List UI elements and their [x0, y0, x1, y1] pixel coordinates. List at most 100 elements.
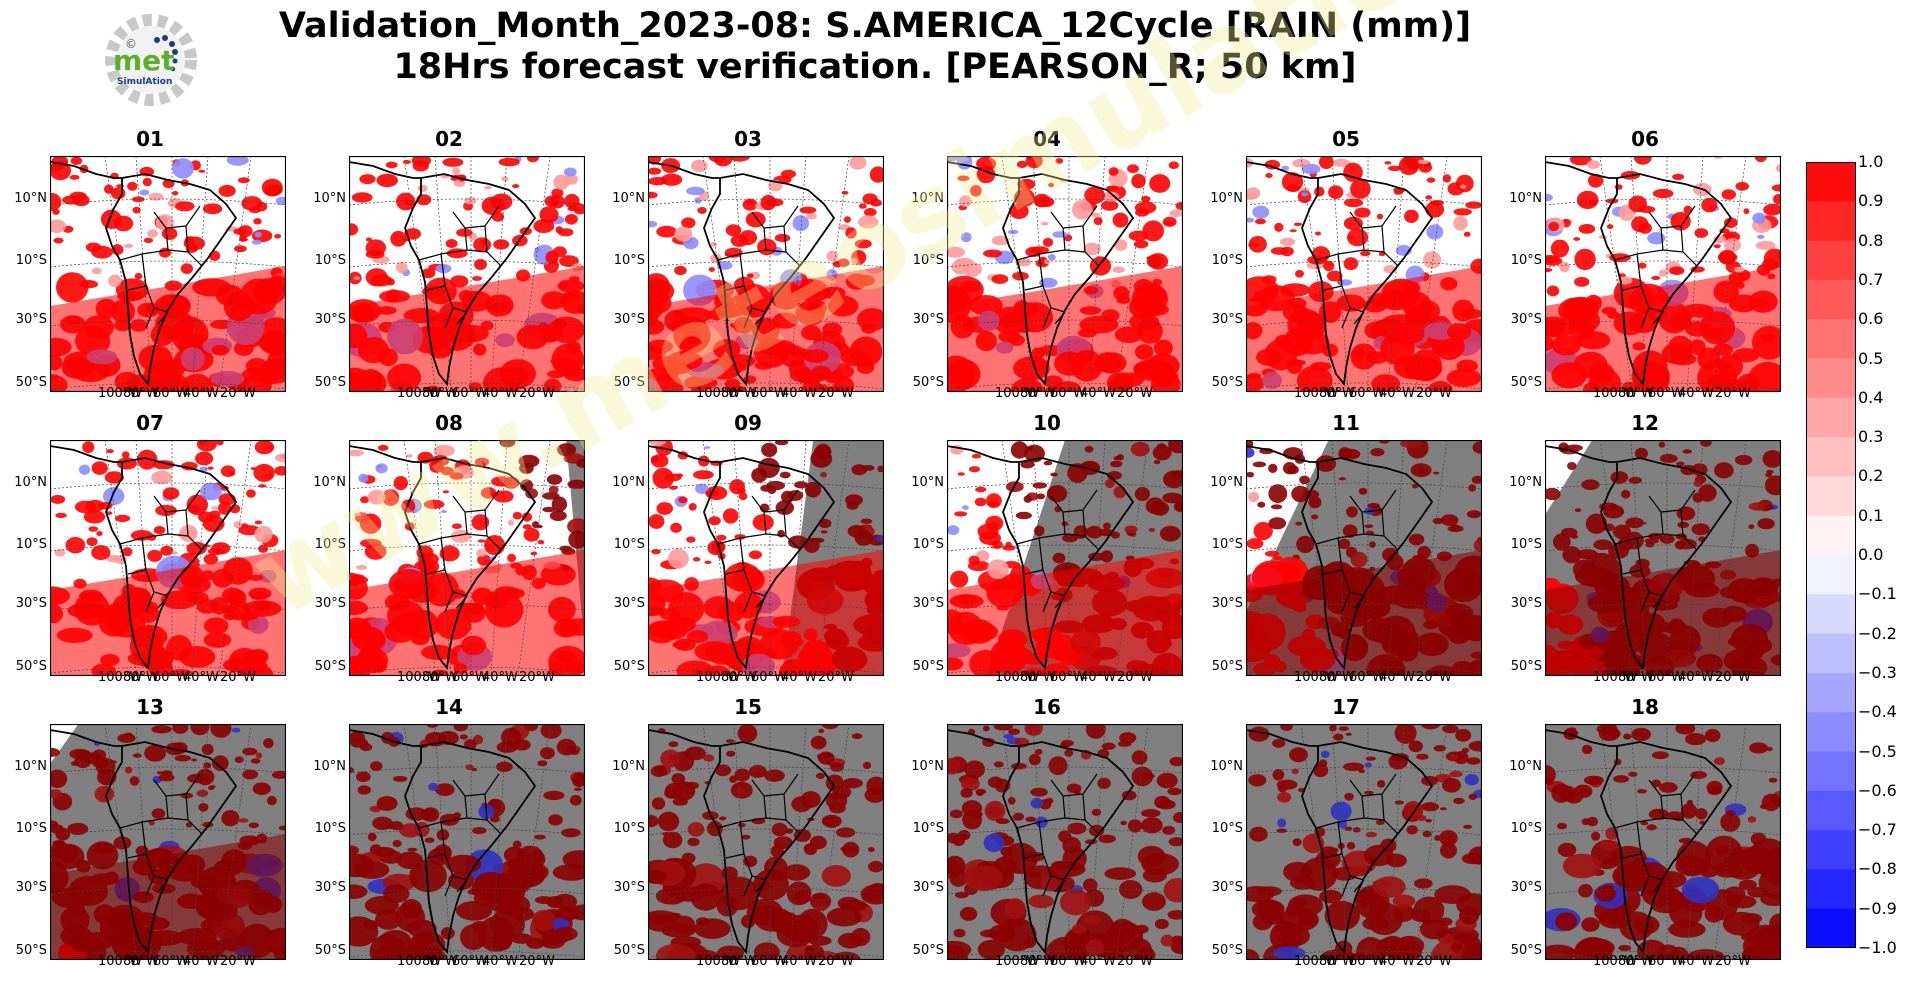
correlation-field [947, 724, 1183, 960]
lat-tick-label: 10°S [912, 821, 944, 836]
lon-tick-label: 20°W [1416, 670, 1452, 685]
southern-ocean-band [947, 550, 1183, 676]
map-area [50, 440, 286, 676]
graticule [50, 440, 286, 676]
map-area [1246, 724, 1482, 960]
map-frame [648, 724, 884, 960]
lon-tick-label: 40°W [1379, 954, 1415, 969]
map-panel-16: 16 10°N 10°S 30°S 50°S 100°W 80°W 60°W 40°W 20°W [897, 694, 1197, 978]
lon-tick-label: 80°W [1319, 954, 1355, 969]
colorbar-tick-label: −1.0 [1858, 938, 1897, 957]
colorbar-segment [1806, 555, 1856, 595]
lon-tick-label: 100°W [397, 954, 442, 969]
lon-tick-label: 80°W [422, 670, 458, 685]
lat-tick-label: 10°S [314, 821, 346, 836]
panel-title: 03 [734, 127, 762, 151]
panel-title: 12 [1631, 411, 1659, 435]
map-frame [50, 440, 286, 676]
lon-tick-label: 20°W [1117, 954, 1153, 969]
lon-tick-label: 20°W [818, 670, 854, 685]
lat-tick-label: 50°S [1211, 659, 1243, 674]
lat-tick-label: 10°N [14, 475, 47, 490]
lon-tick-label: 100°W [1294, 954, 1339, 969]
lon-tick-label: 40°W [781, 670, 817, 685]
country-borders [1315, 205, 1399, 329]
lon-tick-label: 40°W [482, 386, 518, 401]
southern-ocean-band [50, 550, 286, 676]
lat-tick-label: 10°N [313, 191, 346, 206]
coastline [1545, 445, 1733, 671]
coastline [648, 445, 836, 671]
southern-ocean-band [947, 266, 1183, 392]
colorbar-tick-label: 0.3 [1858, 427, 1884, 447]
lat-tick-label: 50°S [912, 375, 944, 390]
map-panel-02: 02 10°N 10°S 30°S 50°S 100°W 80°W 60°W 40°W 20°W [299, 126, 599, 410]
lon-tick-label: 100°W [397, 670, 442, 685]
coastline [947, 445, 1135, 671]
lon-tick-label: 20°W [519, 954, 555, 969]
correlation-field [349, 724, 585, 960]
panel-title: 11 [1332, 411, 1360, 435]
southern-ocean-band [648, 266, 884, 392]
map-area [1246, 156, 1482, 392]
colorbar-segment [1806, 712, 1856, 752]
lon-tick-label: 80°W [721, 670, 757, 685]
lat-tick-label: 10°N [313, 759, 346, 774]
map-frame [648, 156, 884, 392]
graticule [1246, 724, 1482, 960]
southern-ocean-band [349, 266, 585, 392]
lon-tick-label: 40°W [1080, 954, 1116, 969]
lat-tick-label: 10°N [1210, 475, 1243, 490]
lat-tick-label: 10°S [912, 537, 944, 552]
colorbar-segment [1806, 279, 1856, 320]
lat-tick-label: 10°N [1509, 759, 1542, 774]
lat-tick-label: 10°S [15, 537, 47, 552]
lat-tick-label: 10°N [612, 759, 645, 774]
map-panel-11: 11 10°N 10°S 30°S 50°S 100°W 80°W 60°W 40°W 20°W [1196, 410, 1496, 694]
lon-tick-label: 20°W [1416, 386, 1452, 401]
colorbar-tick-label: −0.6 [1858, 780, 1897, 800]
country-borders [717, 773, 801, 897]
lat-tick-label: 30°S [1510, 880, 1542, 895]
lon-tick-label: 60°W [1050, 954, 1086, 969]
coastline [349, 445, 537, 671]
lat-tick-label: 10°S [613, 253, 645, 268]
lat-tick-label: 50°S [15, 375, 47, 390]
country-borders [1016, 489, 1100, 613]
panel-title: 17 [1332, 695, 1360, 719]
lat-tick-label: 10°S [1510, 253, 1542, 268]
country-borders [418, 773, 502, 897]
lon-tick-label: 100°W [696, 954, 741, 969]
lat-tick-label: 30°S [912, 596, 944, 611]
logo-copyright: © [125, 37, 137, 51]
lat-tick-label: 30°S [613, 596, 645, 611]
map-area [1545, 440, 1781, 676]
lat-tick-label: 10°N [1210, 759, 1243, 774]
country-borders [418, 489, 502, 613]
lon-tick-label: 80°W [1618, 386, 1654, 401]
colorbar-segment [1806, 358, 1856, 399]
map-panel-12: 12 10°N 10°S 30°S 50°S 100°W 80°W 60°W 40°W 20°W [1495, 410, 1795, 694]
map-frame [349, 156, 585, 392]
map-area [947, 440, 1183, 676]
lon-tick-label: 20°W [1117, 670, 1153, 685]
panel-title: 08 [435, 411, 463, 435]
lat-tick-label: 50°S [613, 943, 645, 958]
lat-tick-label: 30°S [1211, 312, 1243, 327]
lon-tick-label: 20°W [818, 386, 854, 401]
lon-tick-label: 20°W [1416, 954, 1452, 969]
colorbar-tick-label: −0.3 [1858, 662, 1897, 682]
southern-ocean-band [648, 550, 884, 676]
colorbar-segment [1806, 908, 1856, 948]
map-panel-14: 14 10°N 10°S 30°S 50°S 100°W 80°W 60°W 40°W 20°W [299, 694, 599, 978]
lon-tick-label: 40°W [1678, 386, 1714, 401]
lon-tick-label: 60°W [751, 954, 787, 969]
country-borders [1614, 205, 1698, 329]
colorbar-tick-label: −0.1 [1858, 584, 1897, 604]
lon-tick-label: 80°W [123, 386, 159, 401]
map-frame [349, 440, 585, 676]
map-panel-01: 01 10°N 10°S 30°S 50°S 100°W 80°W 60°W 40°W 20°W [0, 126, 300, 410]
lat-tick-label: 50°S [314, 375, 346, 390]
lon-tick-label: 20°W [220, 954, 256, 969]
lat-tick-label: 30°S [912, 880, 944, 895]
